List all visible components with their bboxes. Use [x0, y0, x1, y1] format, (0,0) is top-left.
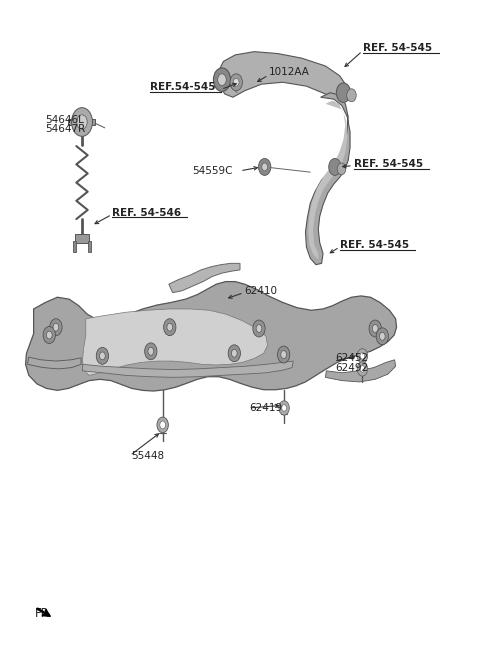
- Text: 62410: 62410: [245, 286, 278, 296]
- Polygon shape: [305, 93, 350, 265]
- Circle shape: [53, 323, 59, 331]
- Circle shape: [144, 343, 157, 360]
- Polygon shape: [27, 357, 81, 369]
- Circle shape: [376, 328, 388, 345]
- Circle shape: [228, 345, 240, 362]
- Circle shape: [164, 319, 176, 336]
- Text: 54646L: 54646L: [46, 115, 84, 125]
- Polygon shape: [308, 101, 347, 260]
- Circle shape: [369, 320, 382, 337]
- Circle shape: [99, 352, 105, 360]
- Text: 54647R: 54647R: [46, 124, 86, 134]
- Circle shape: [329, 158, 341, 175]
- Circle shape: [256, 325, 262, 332]
- Polygon shape: [75, 234, 89, 242]
- Circle shape: [72, 108, 93, 136]
- Text: 62452: 62452: [335, 353, 368, 363]
- Circle shape: [160, 421, 166, 429]
- Circle shape: [347, 89, 356, 102]
- Circle shape: [157, 417, 168, 433]
- Polygon shape: [25, 282, 396, 391]
- Polygon shape: [219, 52, 347, 99]
- Text: 62492: 62492: [335, 363, 368, 373]
- Circle shape: [281, 351, 287, 359]
- Polygon shape: [325, 360, 396, 382]
- Circle shape: [77, 115, 87, 129]
- Circle shape: [96, 348, 108, 365]
- Polygon shape: [83, 361, 293, 377]
- Circle shape: [43, 327, 56, 344]
- Circle shape: [279, 401, 289, 415]
- Text: REF. 54-545: REF. 54-545: [354, 160, 423, 170]
- Polygon shape: [68, 119, 96, 125]
- Circle shape: [337, 163, 346, 175]
- Circle shape: [360, 353, 365, 359]
- Circle shape: [277, 346, 290, 363]
- Text: 62419: 62419: [250, 403, 283, 413]
- Circle shape: [233, 78, 239, 86]
- Circle shape: [259, 158, 271, 175]
- Text: FR.: FR.: [35, 606, 53, 620]
- Circle shape: [372, 325, 378, 332]
- Text: 1012AA: 1012AA: [268, 68, 309, 78]
- Circle shape: [148, 348, 154, 355]
- Text: REF. 54-546: REF. 54-546: [112, 208, 181, 217]
- Circle shape: [357, 349, 368, 363]
- Circle shape: [50, 319, 62, 336]
- Circle shape: [231, 350, 237, 357]
- Circle shape: [360, 366, 365, 372]
- Circle shape: [167, 323, 173, 331]
- Circle shape: [253, 320, 265, 337]
- Polygon shape: [83, 309, 267, 375]
- Circle shape: [282, 405, 287, 411]
- Text: 54559C: 54559C: [192, 166, 233, 176]
- Circle shape: [357, 362, 368, 376]
- Polygon shape: [73, 240, 76, 252]
- Circle shape: [230, 74, 242, 91]
- Circle shape: [336, 83, 350, 102]
- Circle shape: [218, 74, 226, 85]
- Circle shape: [47, 331, 52, 339]
- Circle shape: [262, 163, 267, 171]
- Text: REF.54-545: REF.54-545: [150, 83, 216, 93]
- Text: 55448: 55448: [131, 451, 164, 461]
- Circle shape: [380, 332, 385, 340]
- Text: REF. 54-545: REF. 54-545: [340, 240, 409, 250]
- Circle shape: [214, 68, 230, 91]
- Polygon shape: [88, 240, 91, 252]
- Text: REF. 54-545: REF. 54-545: [363, 43, 432, 53]
- Polygon shape: [169, 263, 240, 292]
